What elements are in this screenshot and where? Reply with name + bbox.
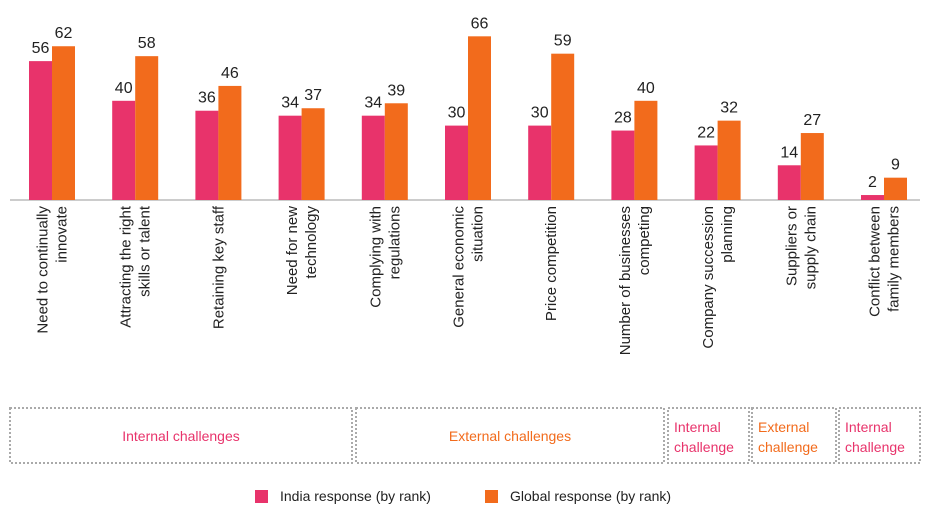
legend-label: Global response (by rank) bbox=[510, 488, 671, 504]
x-tick-label: competing bbox=[636, 206, 653, 275]
value-label: 39 bbox=[387, 82, 405, 99]
bar bbox=[445, 125, 468, 200]
bar bbox=[301, 108, 325, 200]
x-tick-label: Need for new bbox=[284, 206, 301, 295]
value-label: 62 bbox=[55, 25, 73, 42]
bar bbox=[29, 61, 52, 201]
bar bbox=[528, 125, 552, 200]
legend-swatch bbox=[255, 490, 268, 503]
group-box bbox=[667, 407, 750, 464]
x-tick-label: Complying with bbox=[367, 206, 384, 308]
x-tick-label: Number of businesses bbox=[617, 206, 634, 355]
value-label: 56 bbox=[32, 40, 50, 57]
bar bbox=[861, 195, 884, 200]
x-tick-label: innovate bbox=[54, 206, 71, 263]
group-box bbox=[355, 407, 665, 464]
x-tick-label: situation bbox=[470, 206, 487, 262]
bar bbox=[777, 165, 801, 200]
bar bbox=[112, 100, 136, 200]
bar bbox=[384, 103, 408, 200]
value-label: 58 bbox=[138, 35, 156, 52]
x-tick-label: General economic bbox=[451, 206, 468, 328]
group-label: External challenges bbox=[449, 428, 571, 444]
group-box bbox=[751, 407, 837, 464]
value-label: 30 bbox=[531, 105, 549, 122]
value-label: 14 bbox=[780, 144, 798, 161]
group-box bbox=[838, 407, 921, 464]
value-label: 66 bbox=[471, 15, 489, 32]
group-label: challenge bbox=[674, 439, 734, 455]
x-tick-label: skills or talent bbox=[137, 205, 154, 297]
x-tick-label: Retaining key staff bbox=[210, 205, 227, 329]
x-tick-label: supply chain bbox=[802, 206, 819, 289]
legend-swatch bbox=[485, 490, 498, 503]
bar bbox=[717, 120, 741, 200]
x-tick-label: regulations bbox=[386, 206, 403, 279]
value-label: 40 bbox=[637, 80, 655, 97]
bar bbox=[694, 145, 718, 200]
x-tick-label: Conflict between bbox=[867, 206, 884, 317]
x-tick-label: family members bbox=[886, 206, 903, 312]
value-label: 22 bbox=[697, 124, 715, 141]
value-label: 37 bbox=[304, 87, 322, 104]
value-label: 59 bbox=[554, 33, 572, 50]
bar bbox=[361, 115, 385, 200]
group-label: challenge bbox=[758, 439, 818, 455]
group-box bbox=[9, 407, 353, 464]
value-label: 32 bbox=[720, 100, 738, 117]
bar bbox=[195, 110, 219, 200]
bar bbox=[611, 130, 635, 200]
value-label: 28 bbox=[614, 110, 632, 127]
x-tick-label: Need to continually bbox=[35, 206, 52, 334]
legend-label: India response (by rank) bbox=[280, 488, 431, 504]
value-label: 36 bbox=[198, 90, 216, 107]
x-tick-label: Suppliers or bbox=[783, 206, 800, 286]
bar bbox=[884, 177, 907, 200]
value-label: 27 bbox=[803, 112, 821, 129]
x-tick-label: Attracting the right bbox=[118, 205, 135, 328]
value-label: 34 bbox=[281, 95, 299, 112]
bar bbox=[52, 46, 75, 200]
bar bbox=[800, 133, 824, 200]
x-tick-label: technology bbox=[303, 206, 320, 279]
bar bbox=[634, 100, 658, 200]
group-label: External bbox=[758, 419, 809, 435]
value-label: 9 bbox=[891, 157, 900, 174]
bar bbox=[218, 85, 242, 200]
group-label: Internal challenges bbox=[122, 428, 240, 444]
group-label: challenge bbox=[845, 439, 905, 455]
value-label: 30 bbox=[448, 105, 466, 122]
x-tick-label: Company succession bbox=[700, 206, 717, 349]
bar bbox=[278, 115, 302, 200]
x-tick-label: planning bbox=[719, 206, 736, 263]
bar bbox=[468, 36, 491, 200]
bar bbox=[551, 53, 575, 201]
bar bbox=[135, 56, 159, 200]
value-label: 46 bbox=[221, 65, 239, 82]
x-tick-label: Price competition bbox=[543, 206, 560, 321]
value-label: 34 bbox=[364, 95, 382, 112]
group-label: Internal bbox=[674, 419, 721, 435]
value-label: 2 bbox=[868, 174, 877, 191]
group-label: Internal bbox=[845, 419, 892, 435]
value-label: 40 bbox=[115, 80, 133, 97]
